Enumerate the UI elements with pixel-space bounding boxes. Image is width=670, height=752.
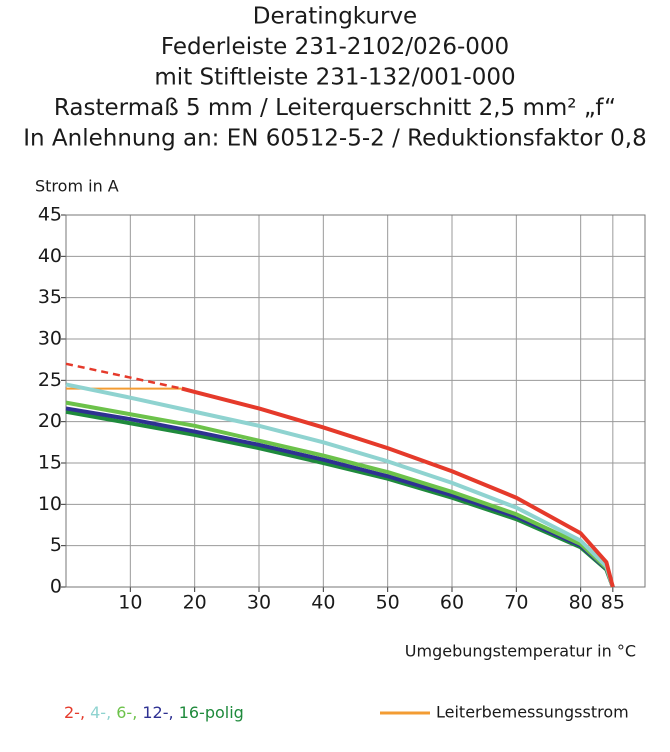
y-tick-label: 40 xyxy=(38,245,62,267)
y-tick-label: 10 xyxy=(38,493,62,515)
y-tick-label: 45 xyxy=(38,204,62,226)
x-axis-label: Umgebungstemperatur in °C xyxy=(405,642,636,661)
x-tick-label: 85 xyxy=(601,592,625,614)
legend-entry: 12-, xyxy=(142,703,178,722)
x-tick-label: 30 xyxy=(247,592,271,614)
chart-title: mit Stiftleiste 231-132/001-000 xyxy=(154,65,515,91)
y-tick-label: 25 xyxy=(38,369,62,391)
legend-entry: 2-, xyxy=(64,703,90,722)
x-tick-label: 10 xyxy=(118,592,142,614)
plot-frame xyxy=(65,214,646,588)
x-tick-label: 50 xyxy=(376,592,400,614)
y-tick-label: 20 xyxy=(38,410,62,432)
chart-title: Federleiste 231-2102/026-000 xyxy=(161,34,509,60)
x-tick-label: 40 xyxy=(311,592,335,614)
y-tick-label: 5 xyxy=(50,534,62,556)
x-tick-label: 20 xyxy=(183,592,207,614)
legend-entry: 6-, xyxy=(116,703,142,722)
series-line xyxy=(65,406,615,588)
series-line xyxy=(65,400,615,588)
y-tick-label: 35 xyxy=(38,286,62,308)
chart-title: In Anlehnung an: EN 60512-5-2 / Reduktio… xyxy=(23,126,647,152)
legend-entry: 16-polig xyxy=(179,703,244,722)
x-tick-label: 60 xyxy=(440,592,464,614)
legend-entry: 4-, xyxy=(90,703,116,722)
y-tick-label: 0 xyxy=(50,576,62,598)
y-axis-label: Strom in A xyxy=(35,177,119,196)
legend-entry: Leiterbemessungsstrom xyxy=(436,703,629,722)
series-line xyxy=(65,382,615,588)
y-tick-label: 30 xyxy=(38,328,62,350)
chart-title: Deratingkurve xyxy=(253,4,417,30)
legend: 2-, 4-, 6-, 12-, 16-polig xyxy=(64,703,244,722)
series-line xyxy=(65,409,615,588)
x-tick-label: 80 xyxy=(569,592,593,614)
dashed-extension xyxy=(65,362,183,390)
x-tick-label: 70 xyxy=(504,592,528,614)
chart-title: Rastermaß 5 mm / Leiterquerschnitt 2,5 m… xyxy=(54,95,616,121)
y-tick-label: 15 xyxy=(38,452,62,474)
series-line xyxy=(181,386,615,588)
